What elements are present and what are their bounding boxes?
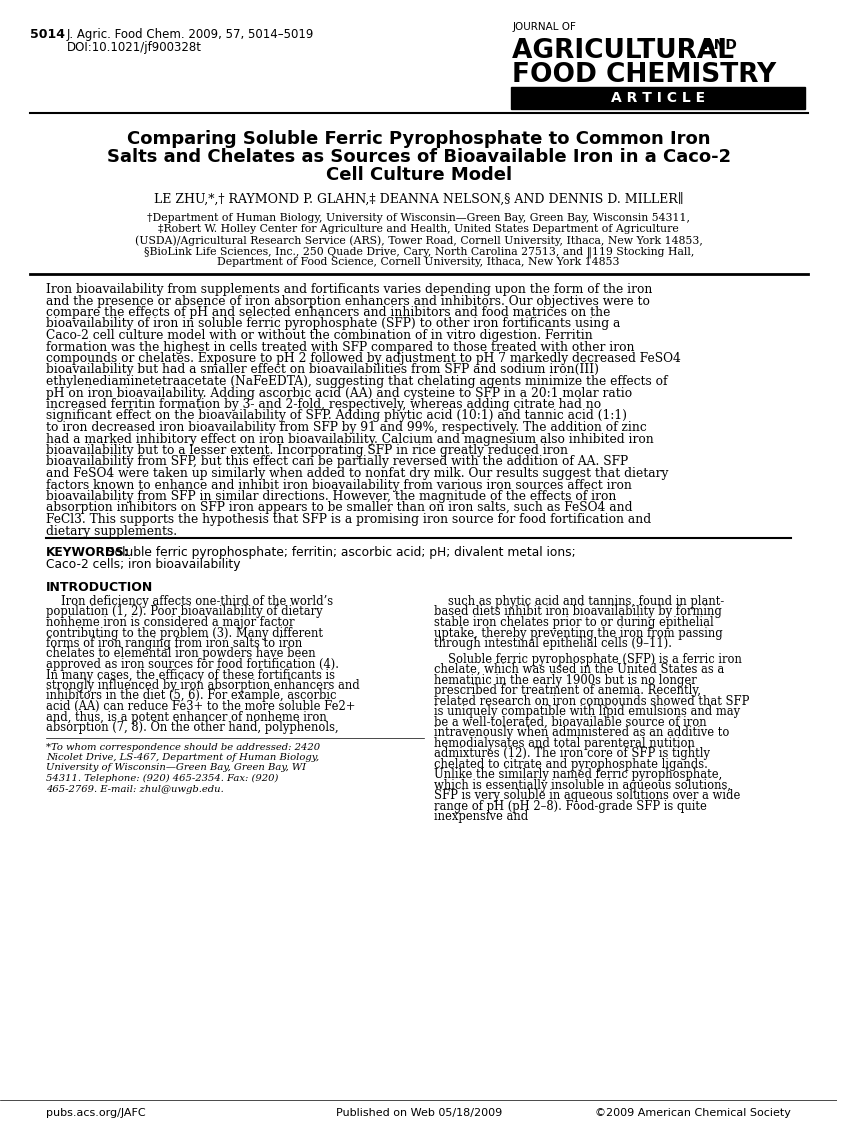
Text: and the presence or absence of iron absorption enhancers and inhibitors. Our obj: and the presence or absence of iron abso… — [46, 295, 650, 307]
Text: bioavailability of iron in soluble ferric pyrophosphate (SFP) to other iron fort: bioavailability of iron in soluble ferri… — [46, 317, 620, 331]
Text: bioavailability from SFP, but this effect can be partially reversed with the add: bioavailability from SFP, but this effec… — [46, 455, 628, 469]
Text: FeCl3. This supports the hypothesis that SFP is a promising iron source for food: FeCl3. This supports the hypothesis that… — [46, 513, 651, 526]
Text: which is essentially insoluble in aqueous solutions,: which is essentially insoluble in aqueou… — [434, 779, 730, 791]
Text: stable iron chelates prior to or during epithelial: stable iron chelates prior to or during … — [434, 617, 713, 629]
Text: had a marked inhibitory effect on iron bioavailability. Calcium and magnesium al: had a marked inhibitory effect on iron b… — [46, 433, 654, 445]
Text: LE ZHU,*,† RAYMOND P. GLAHN,‡ DEANNA NELSON,§ AND DENNIS D. MILLER∥: LE ZHU,*,† RAYMOND P. GLAHN,‡ DEANNA NEL… — [154, 193, 683, 206]
Text: INTRODUCTION: INTRODUCTION — [46, 581, 154, 594]
Text: to iron decreased iron bioavailability from SFP by 91 and 99%, respectively. The: to iron decreased iron bioavailability f… — [46, 421, 647, 434]
Text: compare the effects of pH and selected enhancers and inhibitors and food matrice: compare the effects of pH and selected e… — [46, 306, 610, 319]
Text: In many cases, the efficacy of these fortificants is: In many cases, the efficacy of these for… — [46, 668, 335, 682]
Text: Soluble ferric pyrophosphate (SFP) is a ferric iron: Soluble ferric pyrophosphate (SFP) is a … — [448, 652, 742, 666]
Text: dietary supplements.: dietary supplements. — [46, 525, 178, 537]
Text: such as phytic acid and tannins, found in plant-: such as phytic acid and tannins, found i… — [448, 595, 724, 608]
Text: bioavailability from SFP in similar directions. However, the magnitude of the ef: bioavailability from SFP in similar dire… — [46, 490, 617, 503]
Text: strongly influenced by iron absorption enhancers and: strongly influenced by iron absorption e… — [46, 679, 360, 692]
Text: †Department of Human Biology, University of Wisconsin—Green Bay, Green Bay, Wisc: †Department of Human Biology, University… — [147, 213, 690, 223]
Text: pubs.acs.org/JAFC: pubs.acs.org/JAFC — [46, 1108, 146, 1118]
Text: factors known to enhance and inhibit iron bioavailability from various iron sour: factors known to enhance and inhibit iro… — [46, 479, 632, 491]
Text: Comparing Soluble Ferric Pyrophosphate to Common Iron: Comparing Soluble Ferric Pyrophosphate t… — [127, 130, 711, 148]
Text: hemodialysates and total parenteral nutition: hemodialysates and total parenteral nuti… — [434, 736, 694, 750]
Text: pH on iron bioavailability. Adding ascorbic acid (AA) and cysteine to SFP in a 2: pH on iron bioavailability. Adding ascor… — [46, 387, 632, 399]
Text: chelated to citrate and pyrophosphate ligands.: chelated to citrate and pyrophosphate li… — [434, 758, 707, 771]
Text: DOI:10.1021/jf900328t: DOI:10.1021/jf900328t — [67, 41, 202, 54]
Text: acid (AA) can reduce Fe3+ to the more soluble Fe2+: acid (AA) can reduce Fe3+ to the more so… — [46, 700, 356, 713]
Text: Cell Culture Model: Cell Culture Model — [326, 166, 512, 184]
Text: increased ferritin formation by 3- and 2-fold, respectively, whereas adding citr: increased ferritin formation by 3- and 2… — [46, 398, 602, 411]
Text: Soluble ferric pyrophosphate; ferritin; ascorbic acid; pH; divalent metal ions;: Soluble ferric pyrophosphate; ferritin; … — [107, 546, 576, 559]
Text: ‡Robert W. Holley Center for Agriculture and Health, United States Department of: ‡Robert W. Holley Center for Agriculture… — [158, 224, 679, 234]
Text: (USDA)/Agricultural Research Service (ARS), Tower Road, Cornell University, Itha: (USDA)/Agricultural Research Service (AR… — [135, 235, 703, 245]
Text: population (1, 2). Poor bioavailability of dietary: population (1, 2). Poor bioavailability … — [46, 605, 323, 619]
Text: Nicolet Drive, LS-467, Department of Human Biology,: Nicolet Drive, LS-467, Department of Hum… — [46, 753, 320, 762]
Text: KEYWORDS:: KEYWORDS: — [46, 546, 130, 559]
Text: A R T I C L E: A R T I C L E — [611, 91, 706, 105]
Text: and, thus, is a potent enhancer of nonheme iron: and, thus, is a potent enhancer of nonhe… — [46, 711, 327, 723]
Text: §BioLink Life Sciences, Inc., 250 Quade Drive, Cary, North Carolina 27513, and ‖: §BioLink Life Sciences, Inc., 250 Quade … — [144, 245, 694, 258]
FancyBboxPatch shape — [512, 87, 805, 109]
Text: chelate, which was used in the United States as a: chelate, which was used in the United St… — [434, 664, 723, 676]
Text: admixtures (12). The iron core of SFP is tightly: admixtures (12). The iron core of SFP is… — [434, 748, 710, 760]
Text: intravenously when administered as an additive to: intravenously when administered as an ad… — [434, 726, 729, 739]
Text: inexpensive and: inexpensive and — [434, 810, 528, 823]
Text: Iron bioavailability from supplements and fortificants varies depending upon the: Iron bioavailability from supplements an… — [46, 282, 653, 296]
Text: 465-2769. E-mail: zhul@uwgb.edu.: 465-2769. E-mail: zhul@uwgb.edu. — [46, 785, 224, 794]
Text: related research on iron compounds showed that SFP: related research on iron compounds showe… — [434, 695, 749, 707]
Text: be a well-tolerated, bioavailable source of iron: be a well-tolerated, bioavailable source… — [434, 715, 706, 729]
Text: 5014: 5014 — [30, 28, 65, 41]
Text: Published on Web 05/18/2009: Published on Web 05/18/2009 — [336, 1108, 502, 1118]
Text: approved as iron sources for food fortification (4).: approved as iron sources for food fortif… — [46, 658, 339, 671]
Text: and FeSO4 were taken up similarly when added to nonfat dry milk. Our results sug: and FeSO4 were taken up similarly when a… — [46, 467, 669, 480]
Text: Iron deficiency affects one-third of the world’s: Iron deficiency affects one-third of the… — [61, 595, 333, 608]
Text: SFP is very soluble in aqueous solutions over a wide: SFP is very soluble in aqueous solutions… — [434, 789, 740, 803]
Text: prescribed for treatment of anemia. Recently,: prescribed for treatment of anemia. Rece… — [434, 684, 700, 697]
Text: ©2009 American Chemical Society: ©2009 American Chemical Society — [595, 1108, 791, 1118]
Text: uptake, thereby preventing the iron from passing: uptake, thereby preventing the iron from… — [434, 627, 722, 639]
Text: through intestinal epithelial cells (9–11).: through intestinal epithelial cells (9–1… — [434, 637, 672, 650]
Text: Unlike the similarly named ferric pyrophosphate,: Unlike the similarly named ferric pyroph… — [434, 768, 722, 781]
Text: based diets inhibit iron bioavailability by forming: based diets inhibit iron bioavailability… — [434, 605, 722, 619]
Text: is uniquely compatible with lipid emulsions and may: is uniquely compatible with lipid emulsi… — [434, 705, 740, 719]
Text: forms of iron ranging from iron salts to iron: forms of iron ranging from iron salts to… — [46, 637, 303, 650]
Text: range of pH (pH 2–8). Food-grade SFP is quite: range of pH (pH 2–8). Food-grade SFP is … — [434, 799, 706, 813]
Text: bioavailability but to a lesser extent. Incorporating SFP in rice greatly reduce: bioavailability but to a lesser extent. … — [46, 444, 569, 457]
Text: *To whom correspondence should be addressed: 2420: *To whom correspondence should be addres… — [46, 742, 320, 751]
Text: Caco-2 cells; iron bioavailability: Caco-2 cells; iron bioavailability — [46, 558, 241, 571]
Text: J. Agric. Food Chem. 2009, 57, 5014–5019: J. Agric. Food Chem. 2009, 57, 5014–5019 — [67, 28, 314, 41]
Text: chelates to elemental iron powders have been: chelates to elemental iron powders have … — [46, 648, 316, 660]
Text: absorption (7, 8). On the other hand, polyphenols,: absorption (7, 8). On the other hand, po… — [46, 721, 339, 734]
Text: Salts and Chelates as Sources of Bioavailable Iron in a Caco-2: Salts and Chelates as Sources of Bioavai… — [106, 148, 731, 166]
Text: compounds or chelates. Exposure to pH 2 followed by adjustment to pH 7 markedly : compounds or chelates. Exposure to pH 2 … — [46, 352, 681, 365]
Text: inhibitors in the diet (5, 6). For example, ascorbic: inhibitors in the diet (5, 6). For examp… — [46, 689, 337, 703]
Text: Department of Food Science, Cornell University, Ithaca, New York 14853: Department of Food Science, Cornell Univ… — [218, 257, 620, 267]
Text: bioavailability but had a smaller effect on bioavailabilities from SFP and sodiu: bioavailability but had a smaller effect… — [46, 363, 599, 377]
Text: JOURNAL OF: JOURNAL OF — [513, 22, 576, 33]
Text: FOOD CHEMISTRY: FOOD CHEMISTRY — [513, 62, 777, 89]
Text: AGRICULTURAL: AGRICULTURAL — [513, 38, 744, 64]
Text: nonheme iron is considered a major factor: nonheme iron is considered a major facto… — [46, 617, 295, 629]
Text: AND: AND — [704, 38, 737, 52]
Text: University of Wisconsin—Green Bay, Green Bay, WI: University of Wisconsin—Green Bay, Green… — [46, 763, 307, 772]
Text: Caco-2 cell culture model with or without the combination of in vitro digestion.: Caco-2 cell culture model with or withou… — [46, 328, 593, 342]
Text: contributing to the problem (3). Many different: contributing to the problem (3). Many di… — [46, 627, 323, 639]
Text: hematinic in the early 1900s but is no longer: hematinic in the early 1900s but is no l… — [434, 674, 696, 687]
Text: formation was the highest in cells treated with SFP compared to those treated wi: formation was the highest in cells treat… — [46, 341, 635, 353]
Text: 54311. Telephone: (920) 465-2354. Fax: (920): 54311. Telephone: (920) 465-2354. Fax: (… — [46, 773, 279, 784]
Text: ethylenediaminetetraacetate (NaFeEDTA), suggesting that chelating agents minimiz: ethylenediaminetetraacetate (NaFeEDTA), … — [46, 376, 668, 388]
Text: absorption inhibitors on SFP iron appears to be smaller than on iron salts, such: absorption inhibitors on SFP iron appear… — [46, 501, 632, 515]
Text: significant effect on the bioavailability of SFP. Adding phytic acid (10:1) and : significant effect on the bioavailabilit… — [46, 409, 627, 423]
